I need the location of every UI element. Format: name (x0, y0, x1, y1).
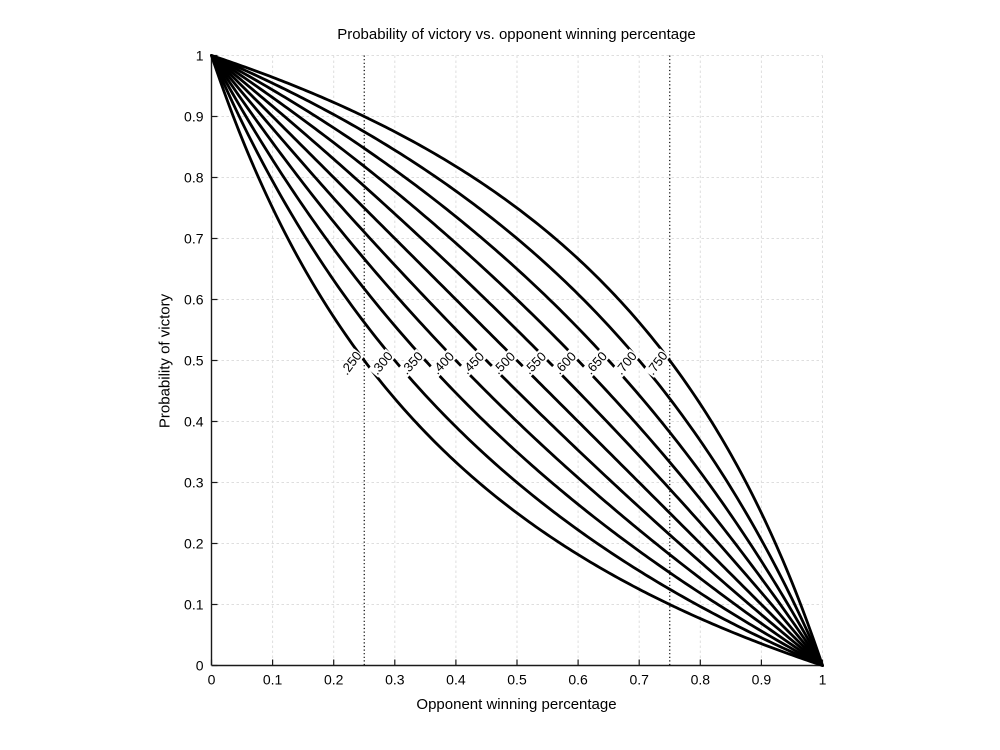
x-tick-label: 0 (208, 672, 216, 688)
y-axis-title: Probability of victory (156, 293, 174, 429)
y-tick-label: 0.3 (184, 475, 204, 491)
y-tick-label: 0.5 (184, 353, 204, 369)
x-tick-label: 0.2 (324, 672, 344, 688)
x-tick-label: 0.4 (446, 672, 466, 688)
x-tick-label: 1 (819, 672, 827, 688)
x-tick-label: 0.8 (691, 672, 711, 688)
curve-450 (210, 54, 824, 667)
x-tick-label: 0.3 (385, 672, 405, 688)
y-tick-label: 0.6 (184, 292, 204, 308)
y-tick-label: 0.8 (184, 170, 204, 186)
x-tick-label: 0.9 (752, 672, 772, 688)
y-tick-label: 0.1 (184, 597, 204, 613)
y-tick-label: 0.2 (184, 536, 204, 552)
y-tick-label: 1 (196, 48, 204, 64)
chart-title: Probability of victory vs. opponent winn… (337, 26, 696, 43)
x-tick-label: 0.1 (263, 672, 283, 688)
x-axis-title: Opponent winning percentage (416, 696, 617, 713)
curve-250 (210, 54, 824, 667)
y-tick-label: 0 (196, 658, 204, 674)
y-tick-label: 0.9 (184, 109, 204, 125)
curve-750 (210, 54, 824, 667)
curve-550 (210, 54, 824, 667)
curve-700 (210, 54, 824, 667)
y-tick-label: 0.4 (184, 414, 204, 430)
curve-300 (210, 54, 824, 667)
curve-600 (210, 54, 824, 667)
curve-400 (210, 54, 824, 667)
x-tick-label: 0.6 (568, 672, 588, 688)
y-tick-label: 0.7 (184, 231, 204, 247)
x-tick-label: 0.7 (629, 672, 649, 688)
x-tick-label: 0.5 (507, 672, 527, 688)
curve-650 (210, 54, 824, 667)
curve-350 (210, 54, 824, 667)
